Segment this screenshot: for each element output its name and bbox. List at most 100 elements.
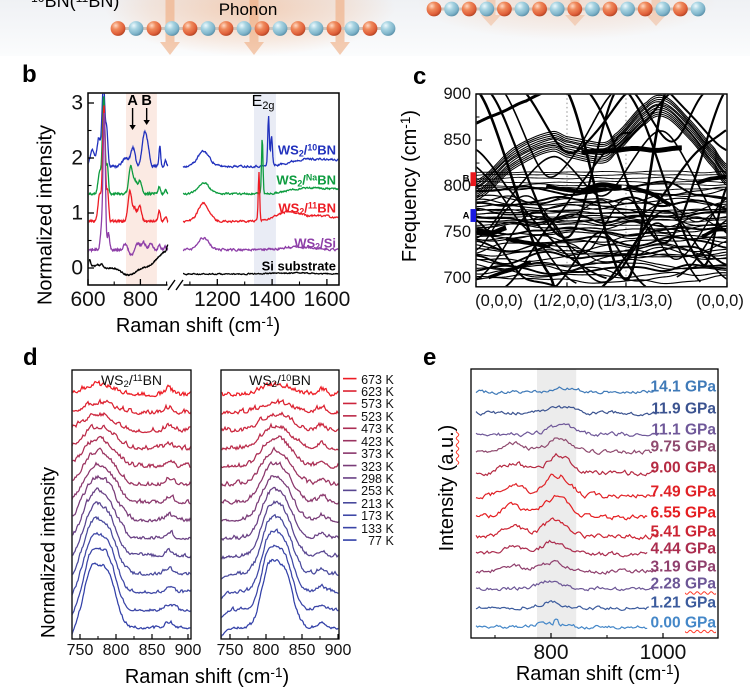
- text-part: WS: [277, 142, 299, 158]
- text-part: Raman shift (cm: [115, 315, 262, 337]
- pressure-unit: GPa: [684, 421, 716, 439]
- pressure-value: 9.00: [650, 459, 685, 477]
- legend-temp-unit: K: [382, 397, 394, 412]
- text-part: /: [303, 142, 308, 158]
- panel-c-ylabel: Frequency (cm-1): [398, 93, 421, 279]
- atom-sphere-blue: [380, 21, 396, 36]
- text-part: 10: [307, 142, 318, 153]
- pressure-curve: [475, 539, 648, 558]
- panel-e-pressure-label: 1.21 GPa: [650, 594, 717, 612]
- temperature-curve: [72, 411, 191, 434]
- text-part: -1: [398, 116, 414, 129]
- text-part: Raman shift (cm: [515, 663, 662, 685]
- text-part: 11: [307, 200, 318, 211]
- temperature-curve: [72, 379, 191, 398]
- atom-sphere-orange: [254, 21, 270, 36]
- pressure-value: 1.21: [650, 594, 685, 612]
- text-part: /: [302, 172, 306, 188]
- atom-sphere-blue: [308, 21, 324, 36]
- panel-e-xlabel: Raman shift (cm-1): [515, 663, 680, 685]
- text-part: /: [304, 200, 308, 216]
- panel-c-plot: [470, 93, 728, 288]
- panel-b-series-label: WS2/10BN: [277, 142, 336, 158]
- pressure-unit: GPa: [684, 459, 716, 477]
- text-part: Intensity (: [436, 464, 458, 552]
- text-part: -1: [261, 314, 274, 330]
- panel-d-legend-item: 253 K: [359, 485, 394, 498]
- pressure-curve: [475, 618, 648, 630]
- text-part: Si substrate: [261, 258, 336, 273]
- phonon-arrow: [244, 0, 264, 55]
- temperature-curve: [221, 446, 339, 487]
- legend-temp-value: 423: [361, 434, 382, 449]
- temperature-curve: [72, 531, 191, 596]
- atom-sphere-orange: [426, 1, 442, 17]
- text-part: WS: [278, 200, 300, 216]
- atom-sphere-orange: [146, 21, 162, 36]
- atom-sphere-blue: [585, 1, 600, 17]
- panel-d-subtitle-1: WS2/10BN: [249, 372, 311, 390]
- text-part: 2g: [262, 99, 275, 112]
- panel-c-marker-B: B: [462, 173, 470, 185]
- text-part: E: [251, 93, 263, 110]
- panel-c-kpoint-label: (0,0,0): [696, 291, 744, 310]
- pressure-unit: GPa: [684, 613, 716, 631]
- temperature-curve: [221, 558, 339, 638]
- temperature-curve: [221, 435, 339, 469]
- legend-temp-value: 373: [361, 447, 382, 462]
- atom-sphere-orange: [567, 1, 583, 17]
- panel-b-ylabel: Normalized intensity: [34, 124, 57, 306]
- temperature-curve: [221, 500, 339, 560]
- panel-e-pressure-label: 7.49 GPa: [651, 484, 717, 500]
- panel-d-frame-1: [220, 369, 340, 640]
- panel-d-subtitle-0: WS2/11BN: [100, 372, 163, 390]
- text-part: Frequency (cm: [399, 128, 421, 263]
- panel-d-xtick-0-800: 800: [102, 642, 130, 659]
- panel-b-series-label: WS2/Si: [294, 236, 336, 251]
- atom-sphere-orange: [326, 21, 342, 36]
- atom-sphere-blue: [200, 21, 216, 36]
- temperature-curve: [72, 398, 191, 416]
- pressure-value: 9.75: [650, 438, 685, 456]
- temperature-curve: [72, 447, 191, 487]
- atom-sphere-blue: [164, 21, 180, 36]
- panel-e-pressure-label: 2.28 GPa: [651, 576, 717, 592]
- panel-c-frame: [475, 93, 728, 288]
- panel-d-legend-item: 77 K: [359, 535, 394, 548]
- panel-d-xtick-1-900: 900: [324, 642, 352, 659]
- phonon-arrow: [330, 0, 350, 55]
- temperature-curve: [221, 475, 339, 524]
- panel-d-xtick-1-750: 750: [216, 642, 244, 659]
- spectrum-curve: [182, 236, 339, 253]
- spectrum-curve: [88, 112, 169, 257]
- text-part: WS: [100, 372, 124, 388]
- pressure-value: 11.9: [651, 399, 685, 417]
- temperature-curve: [221, 513, 339, 580]
- legend-temp-unit: K: [382, 509, 394, 524]
- panel-e-pressure-label: 11.1 GPa: [651, 422, 716, 438]
- panel-d-legend-item: 473 K: [359, 423, 394, 436]
- panel-d-legend-item: 373 K: [359, 448, 394, 461]
- text-part: BN: [142, 372, 163, 388]
- spectrum-curve: [182, 139, 339, 196]
- text-part: /: [128, 372, 133, 388]
- panel-d-letter: d: [23, 344, 38, 371]
- legend-temp-value: 473: [361, 422, 382, 437]
- marker-A-rect: [470, 209, 476, 222]
- text-part: /: [276, 372, 281, 388]
- pressure-unit: GPa: [684, 540, 716, 558]
- legend-temp-value: 173: [361, 509, 382, 524]
- legend-temp-unit: K: [382, 496, 394, 511]
- atom-sphere-orange: [637, 1, 653, 17]
- temperature-curve: [72, 562, 191, 635]
- legend-temp-value: 573: [361, 397, 382, 412]
- pressure-value: 3.19: [650, 557, 685, 575]
- legend-temp-unit: K: [382, 447, 394, 462]
- temperature-curve: [221, 544, 339, 619]
- text-part: a.u.: [436, 431, 458, 465]
- panel-b-letter: b: [22, 61, 37, 88]
- panel-b-xlabel: Raman shift (cm-1): [115, 314, 280, 337]
- panel-e-pressure-label: 4.44 GPa: [651, 540, 717, 558]
